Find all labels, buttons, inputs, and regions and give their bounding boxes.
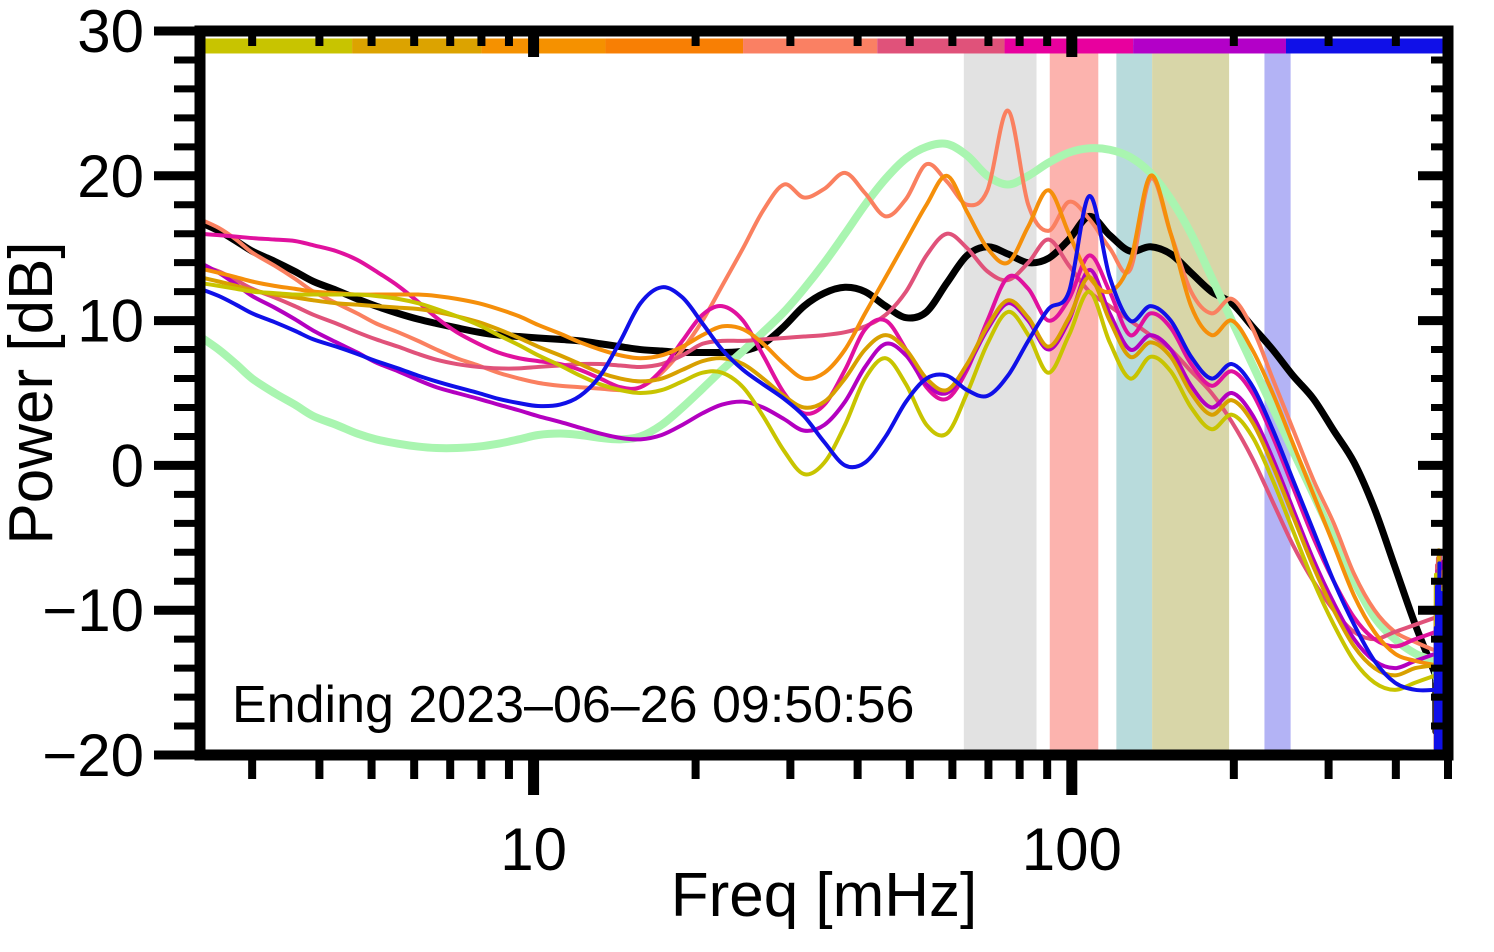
y-tick-label-4: −10 bbox=[42, 577, 144, 644]
y-tick-label-1: 20 bbox=[77, 143, 144, 210]
ending-timestamp-annotation: Ending 2023‒06‒26 09:50:56 bbox=[232, 676, 914, 734]
time-colorbar bbox=[202, 38, 1448, 54]
axes-frame bbox=[194, 25, 1454, 761]
band-gray bbox=[963, 45, 1037, 755]
y-tick-label-5: −20 bbox=[42, 722, 144, 789]
colorbar-segment-8 bbox=[1285, 38, 1448, 54]
x-axis-label: Freq [mHz] bbox=[671, 861, 978, 930]
axis-ticks bbox=[154, 26, 1452, 795]
colorbar-segment-3 bbox=[605, 38, 744, 54]
x-tick-label-0: 10 bbox=[500, 816, 567, 883]
y-tick-label-3: 0 bbox=[111, 432, 144, 499]
plot-border bbox=[194, 25, 1454, 761]
colorbar-segment-0 bbox=[202, 38, 353, 54]
colorbar-segment-2 bbox=[481, 38, 606, 54]
y-tick-label-0: 30 bbox=[77, 0, 144, 65]
colorbar-segment-7 bbox=[1133, 38, 1286, 54]
band-pink bbox=[1049, 45, 1099, 755]
y-tick-label-2: 10 bbox=[77, 288, 144, 355]
y-axis-label: Power [dB] bbox=[0, 241, 66, 544]
x-tick-label-1: 100 bbox=[1022, 816, 1122, 883]
colorbar-segment-4 bbox=[743, 38, 878, 54]
